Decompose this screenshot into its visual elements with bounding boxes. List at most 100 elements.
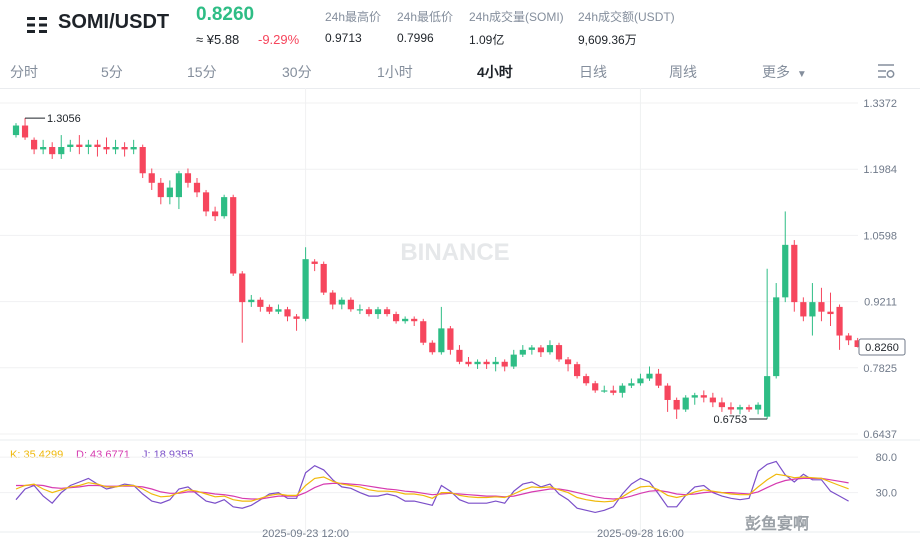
kdj-d-label: D: 43.6771 [76,449,130,461]
candle-body [329,292,336,305]
candle [465,357,472,367]
stat-high: 24h最高价 0.9713 [325,8,381,45]
candle [175,170,182,210]
candle-body [374,309,382,315]
candle [121,142,128,157]
kline-chart[interactable]: BINANCE 1.3372 1.1984 1.0598 0.9211 0.7825 0.… [0,88,920,547]
candle-body [782,244,789,298]
tab-1d[interactable]: 日线 [579,64,607,80]
price-tick-label: 1.0598 [863,230,897,242]
candle [818,287,825,322]
candle-body [49,147,56,155]
candle-body [691,395,698,398]
candle [836,304,843,350]
candle [402,316,409,324]
candle-body [429,342,436,353]
candle-body [818,302,825,312]
candle [474,359,481,369]
candle-body [130,147,137,150]
price-tick-label: 1.3372 [863,98,897,110]
candle [664,383,671,412]
candle-body [157,182,164,198]
low-label: 0.6753 [713,414,747,426]
candle-body [836,306,843,336]
candle [411,316,418,326]
user-watermark: 彭鱼宴啊 [745,516,810,533]
chevron-down-icon: ▼ [796,69,807,80]
candle [773,283,780,379]
candle-body [501,361,508,367]
chart-grid [0,88,920,533]
candle [555,342,563,362]
candle [76,135,83,155]
candle [519,345,526,358]
candle-body [809,302,816,317]
candle [85,139,92,155]
candle-body [447,328,454,350]
candle-body [727,407,735,410]
candle-body [718,402,725,408]
candle [393,311,400,324]
stat-value: 0.7996 [397,31,434,45]
chart-watermark: BINANCE [400,239,509,266]
stat-label: 24h成交额(USDT) [578,10,675,24]
candle [628,378,635,389]
tab-more[interactable]: 更多 ▼ [762,62,807,82]
tab-1h[interactable]: 1小时 [377,64,413,80]
candle [365,306,373,317]
candle-body [166,187,173,198]
candle [230,194,237,276]
pair-name[interactable]: SOMI/USDT [58,11,170,33]
price-axis: 1.3372 1.1984 1.0598 0.9211 0.7825 0.6437 [863,98,897,441]
candle-body [184,173,192,183]
stat-value: 0.9713 [325,31,362,45]
candle-body [700,395,707,398]
candle [800,297,807,322]
candle [718,397,725,412]
candle-body [574,364,581,377]
candle [564,357,572,372]
candle-body [800,302,807,317]
chart-settings-icon[interactable] [876,62,896,80]
candle-body [320,263,327,293]
last-price: 0.8260 [196,4,255,25]
candle [311,259,318,272]
tab-5m[interactable]: 5分 [101,64,123,80]
candle-body [347,299,354,310]
candle-body [58,147,65,155]
tab-4h[interactable]: 4小时 [477,64,513,80]
candle-body [212,211,219,217]
tab-1w[interactable]: 周线 [669,64,697,80]
tab-time[interactable]: 分时 [10,64,38,80]
stat-low: 24h最低价 0.7996 [397,8,453,45]
candle-body [239,273,246,303]
candle [257,297,264,312]
kdj-k-label: K: 35.4299 [10,449,63,461]
candle [293,314,300,331]
tab-30m[interactable]: 30分 [282,64,312,80]
candle-body [221,197,228,217]
candle-body [31,139,38,150]
candle [709,392,716,408]
candle-body [383,309,391,315]
candle-body [601,390,608,392]
candle [764,268,771,420]
candle-body [112,147,119,150]
candle-body [682,397,689,410]
candle [438,306,445,355]
candle-body [266,306,273,312]
candle-body [365,309,373,315]
candle [610,385,617,396]
candle [112,139,119,155]
current-price-box [858,338,906,356]
price-tick-label: 0.7825 [863,363,897,375]
candle-body [121,147,128,150]
tab-15m[interactable]: 15分 [187,64,217,80]
candle-body [546,345,554,353]
candle [420,318,427,346]
candle-body [175,173,182,198]
candle-body [709,397,716,403]
candle [574,361,581,379]
candle [212,206,219,221]
candle-body [40,147,47,150]
